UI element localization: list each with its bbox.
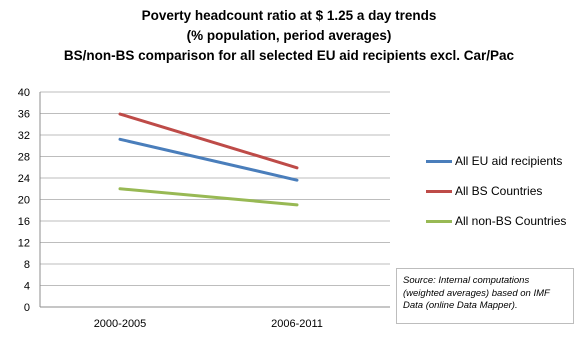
y-tick-label: 36 bbox=[18, 109, 30, 121]
legend-item-bs: All BS Countries bbox=[426, 176, 566, 206]
y-tick-label: 32 bbox=[18, 130, 30, 142]
legend-label-nonbs: All non-BS Countries bbox=[455, 214, 567, 228]
source-note: Source: Internal computations (weighted … bbox=[396, 268, 574, 324]
legend-item-eu: All EU aid recipients bbox=[426, 146, 566, 176]
chart-title-line-3: BS/non-BS comparison for all selected EU… bbox=[63, 48, 515, 63]
chart-legend: All EU aid recipients All BS Countries A… bbox=[426, 146, 566, 236]
x-tick-label: 2006-2011 bbox=[271, 318, 323, 330]
gridlines bbox=[40, 91, 390, 286]
y-tick-label: 8 bbox=[24, 259, 30, 271]
legend-item-nonbs: All non-BS Countries bbox=[426, 206, 566, 236]
chart-title-line-1: Poverty headcount ratio at $ 1.25 a day … bbox=[141, 8, 437, 23]
chart-title-line-2: (% population, period averages) bbox=[186, 28, 392, 43]
series-line-3 bbox=[118, 187, 299, 207]
y-tick-label: 28 bbox=[18, 152, 30, 164]
tick-labels: 0 4 8 12 16 20 24 28 32 36 40 2000-2005 2006-2011 bbox=[18, 87, 323, 330]
y-tick-label: 0 bbox=[24, 302, 30, 314]
y-tick-label: 12 bbox=[18, 238, 30, 250]
axes bbox=[39, 92, 390, 308]
chart-title: Poverty headcount ratio at $ 1.25 a day … bbox=[0, 6, 578, 66]
legend-swatch-bs bbox=[426, 189, 452, 193]
legend-label-bs: All BS Countries bbox=[455, 184, 543, 198]
y-tick-label: 4 bbox=[24, 281, 30, 293]
series-line-1 bbox=[118, 137, 299, 182]
series-line-2 bbox=[118, 112, 299, 170]
y-tick-label: 16 bbox=[18, 216, 30, 228]
y-tick-label: 20 bbox=[18, 195, 30, 207]
legend-swatch-nonbs bbox=[426, 219, 452, 223]
y-tick-label: 40 bbox=[18, 87, 30, 99]
x-tick-label: 2000-2005 bbox=[94, 318, 147, 330]
legend-label-eu: All EU aid recipients bbox=[455, 154, 563, 168]
y-tick-label: 24 bbox=[18, 173, 30, 185]
series-lines bbox=[118, 112, 299, 207]
legend-swatch-eu bbox=[426, 159, 452, 163]
